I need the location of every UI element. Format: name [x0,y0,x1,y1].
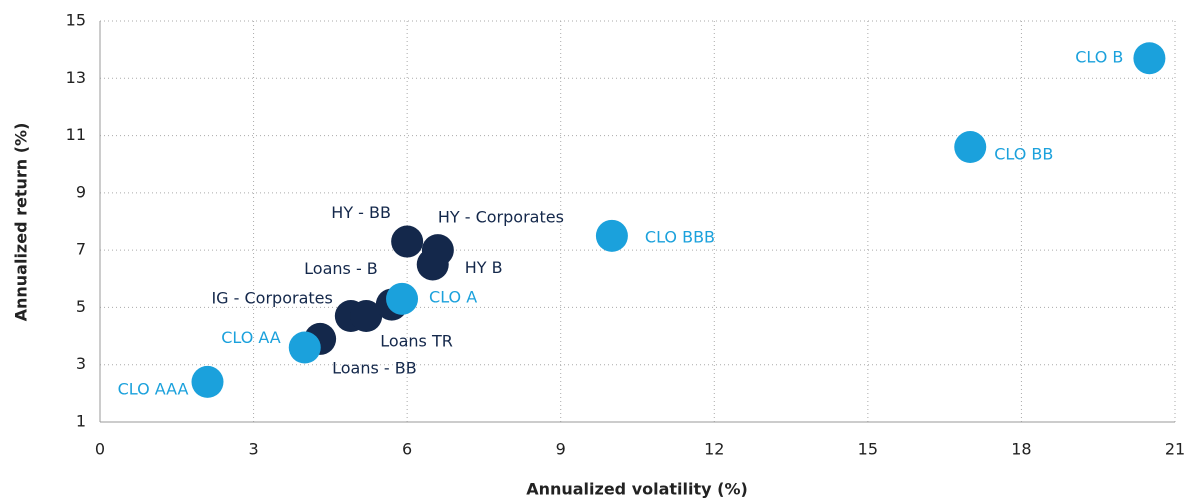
x-tick-label: 0 [95,440,105,459]
y-tick-label: 9 [76,182,86,201]
point-label: CLO A [429,287,477,306]
point-label: IG - Corporates [211,289,332,308]
y-tick-label: 7 [76,240,86,259]
point-label: CLO BBB [645,227,715,246]
x-axis-title: Annualized volatility (%) [526,480,748,499]
point-label: CLO AAA [118,379,189,398]
y-axis-title: Annualized return (%) [12,123,31,322]
point [391,225,424,258]
point [350,300,383,333]
x-tick-label: 18 [1011,440,1031,459]
x-tick-label: 12 [704,440,724,459]
point-label: HY - Corporates [438,208,564,227]
x-tick-label: 15 [858,440,878,459]
point-label: Loans TR [380,332,453,351]
point-label: CLO AA [221,328,281,347]
point [1133,42,1166,75]
y-tick-label: 11 [66,125,86,144]
y-tick-label: 3 [76,354,86,373]
y-tick-label: 1 [76,412,86,431]
point [191,365,224,398]
x-tick-label: 21 [1165,440,1185,459]
point [954,131,987,164]
x-tick-label: 9 [556,440,566,459]
y-tick-label: 15 [66,11,86,30]
point [595,219,628,252]
point-label: Loans - B [304,259,378,278]
x-tick-label: 3 [248,440,258,459]
point [386,282,419,315]
point-label: HY B [465,258,503,277]
x-tick-label: 6 [402,440,412,459]
point-label: CLO B [1075,48,1123,67]
point-label: Loans - BB [332,358,417,377]
y-tick-label: 13 [66,68,86,87]
point-label: CLO BB [994,145,1053,164]
point [288,331,321,364]
point-label: HY - BB [331,203,391,222]
point [416,248,449,281]
y-tick-label: 5 [76,297,86,316]
